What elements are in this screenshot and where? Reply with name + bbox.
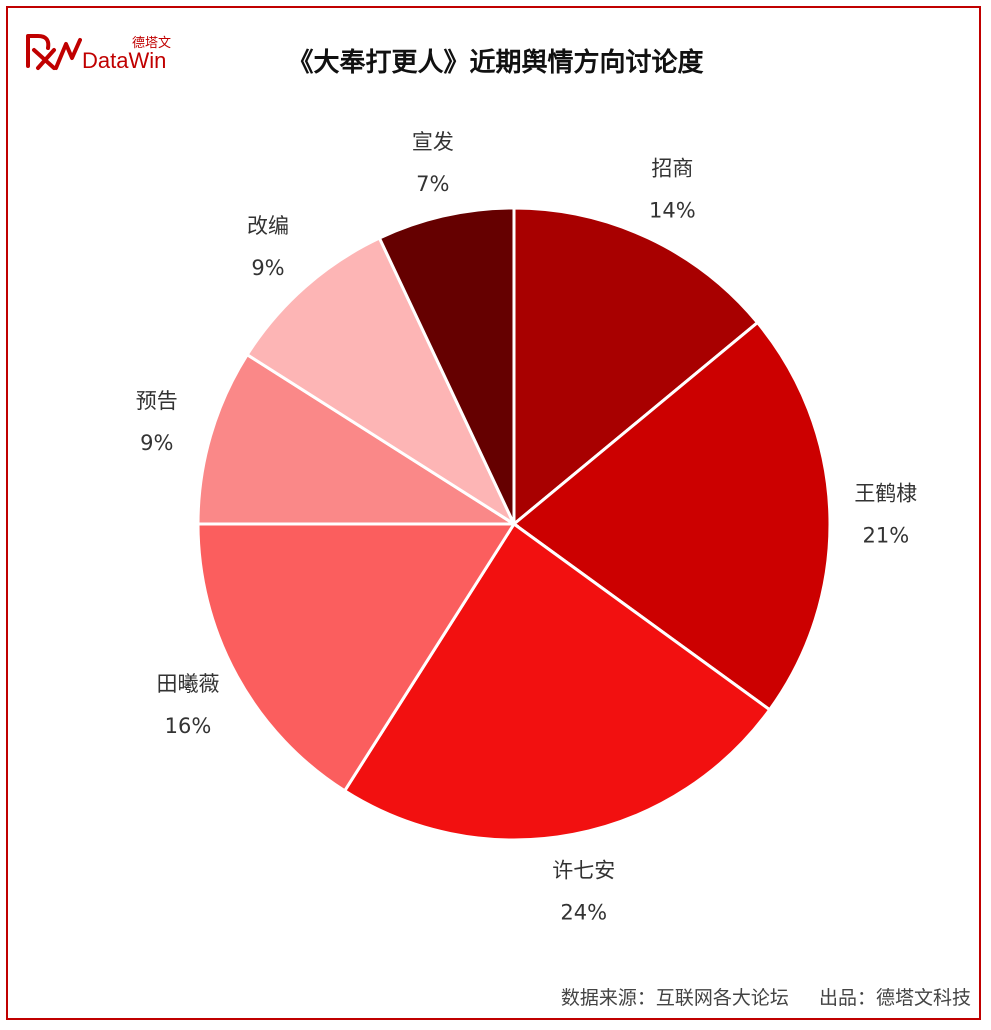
slice-label-0: 招商 (651, 156, 693, 180)
producer-text: 出品：德塔文科技 (818, 987, 971, 1009)
source-footer: 数据来源：互联网各大论坛 出品：德塔文科技 (561, 983, 971, 1010)
pie-slice-1 (511, 320, 832, 712)
slice-percent-3: 16% (165, 714, 212, 738)
slice-label-4: 预告 (136, 389, 178, 413)
slice-percent-2: 24% (560, 900, 607, 924)
slice-percent-4: 9% (140, 431, 173, 455)
slice-percent-0: 14% (649, 198, 696, 222)
chart-frame (6, 6, 981, 1020)
slice-label-5: 改编 (247, 214, 289, 238)
logo-chinese-text: 德塔文 (132, 36, 172, 51)
slice-label-2: 许七安 (552, 858, 615, 882)
slice-label-6: 宣发 (412, 130, 454, 154)
slice-percent-5: 9% (251, 256, 284, 280)
slice-label-3: 田曦薇 (157, 672, 220, 696)
datawin-logo-mark-icon (26, 34, 82, 70)
slice-percent-1: 21% (862, 523, 909, 547)
slice-label-1: 王鹤棣 (854, 481, 917, 505)
logo-english-text: DataWin (82, 48, 167, 73)
pie-slice-0 (512, 206, 760, 528)
source-text: 数据来源：互联网各大论坛 (560, 987, 789, 1009)
pie-slice-2 (342, 521, 772, 842)
pie-slice-4 (196, 352, 520, 526)
slice-percent-6: 7% (416, 172, 449, 196)
datawin-logo: 德塔文 DataWin (24, 28, 184, 74)
pie-slice-3 (196, 522, 517, 793)
pie-slice-6 (377, 206, 516, 525)
pie-slice-5 (245, 236, 518, 529)
chart-title: 《大奉打更人》近期舆情方向讨论度 (287, 48, 704, 78)
